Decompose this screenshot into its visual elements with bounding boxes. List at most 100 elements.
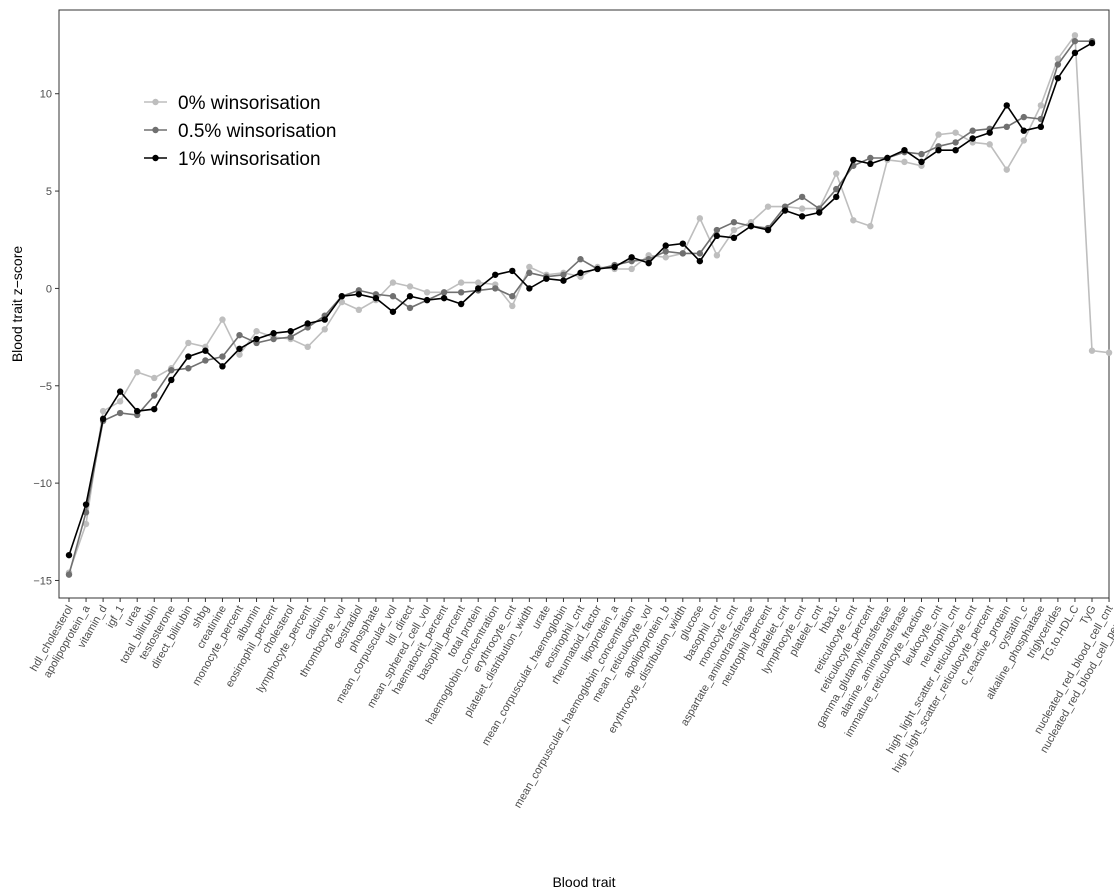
- data-point: [389, 293, 397, 300]
- y-tick-label: −10: [33, 478, 52, 490]
- data-point: [560, 271, 567, 278]
- data-point: [713, 252, 721, 259]
- data-point: [833, 193, 840, 201]
- data-point: [1105, 349, 1113, 356]
- series-2: [65, 39, 1096, 559]
- data-point: [884, 154, 891, 162]
- data-point: [116, 409, 124, 417]
- data-point: [321, 326, 328, 333]
- data-point: [952, 146, 959, 154]
- data-point: [918, 158, 925, 166]
- data-point: [406, 293, 414, 300]
- data-point: [475, 285, 482, 292]
- data-point: [969, 135, 976, 142]
- data-point: [475, 279, 482, 286]
- data-point: [1071, 49, 1079, 57]
- data-point: [867, 154, 874, 162]
- data-point: [986, 129, 993, 136]
- data-point: [1088, 347, 1096, 354]
- data-point: [577, 269, 584, 277]
- data-point: [1071, 32, 1079, 39]
- data-point: [850, 156, 857, 164]
- data-point: [526, 269, 533, 277]
- data-point: [662, 242, 669, 249]
- data-point: [798, 213, 806, 220]
- data-point: [1054, 55, 1062, 62]
- data-point: [560, 277, 567, 284]
- data-point: [116, 398, 124, 405]
- data-point: [457, 279, 465, 286]
- data-point: [679, 250, 686, 257]
- data-point: [99, 415, 107, 423]
- data-point: [679, 240, 686, 247]
- y-tick-label: 10: [40, 89, 52, 101]
- data-point: [952, 129, 959, 136]
- data-point: [219, 363, 226, 370]
- data-point: [372, 294, 380, 302]
- x-axis-title: Blood trait: [552, 874, 615, 890]
- data-point: [304, 343, 311, 351]
- data-point: [389, 279, 397, 286]
- data-point: [185, 339, 192, 347]
- data-point: [833, 170, 840, 177]
- data-point: [611, 263, 618, 271]
- data-point: [594, 265, 601, 273]
- y-tick-label: 0: [46, 283, 52, 295]
- data-point: [730, 226, 738, 234]
- legend: 0% winsorisation 0.5% winsorisation 1% win…: [144, 93, 336, 170]
- data-point: [901, 158, 908, 166]
- data-point: [492, 285, 499, 292]
- data-point: [816, 209, 823, 216]
- y-tick-label: −15: [33, 575, 52, 587]
- y-axis-title: Blood trait z−score: [9, 246, 25, 363]
- data-point: [219, 353, 226, 360]
- data-point: [151, 392, 158, 399]
- x-tick-label: igf_1: [104, 604, 126, 631]
- data-point: [867, 222, 874, 230]
- data-point: [1003, 123, 1010, 131]
- series-line: [68, 33, 1110, 573]
- data-point: [185, 365, 192, 372]
- x-axis: hdl_cholesterolapolipoprotein_avitamin_d…: [28, 598, 1114, 810]
- data-point: [952, 139, 959, 146]
- data-point: [492, 271, 499, 278]
- data-point: [509, 293, 516, 300]
- data-point: [253, 328, 260, 335]
- data-point: [253, 335, 260, 343]
- data-point: [287, 333, 294, 341]
- data-point: [577, 256, 584, 263]
- data-point: [509, 267, 516, 275]
- data-point: [65, 551, 73, 559]
- data-point: [526, 285, 533, 292]
- data-point: [543, 275, 550, 282]
- data-point: [338, 298, 345, 306]
- data-point: [134, 368, 141, 376]
- data-point: [833, 185, 840, 193]
- data-point: [1088, 39, 1096, 47]
- y-axis: −15 −10 −5 0 5 10: [33, 89, 59, 587]
- legend-key-point: [152, 98, 159, 106]
- data-point: [1054, 61, 1062, 68]
- data-point: [287, 328, 294, 335]
- y-tick-label: −5: [39, 381, 52, 393]
- data-point: [628, 254, 635, 261]
- data-point: [406, 304, 414, 312]
- data-point: [236, 345, 243, 352]
- data-point: [389, 308, 397, 315]
- series-layer: [65, 32, 1113, 578]
- data-point: [1071, 37, 1079, 45]
- plot-panel: [58, 9, 1110, 599]
- data-point: [798, 193, 806, 201]
- data-point: [440, 294, 448, 302]
- data-point: [457, 289, 465, 296]
- data-point: [304, 320, 311, 327]
- legend-label: 0% winsorisation: [178, 93, 321, 114]
- data-point: [423, 296, 431, 304]
- data-point: [628, 265, 635, 273]
- data-point: [99, 407, 107, 415]
- data-point: [1003, 166, 1010, 173]
- data-point: [1020, 113, 1027, 121]
- data-point: [355, 306, 363, 314]
- data-point: [798, 205, 806, 212]
- data-point: [219, 316, 226, 323]
